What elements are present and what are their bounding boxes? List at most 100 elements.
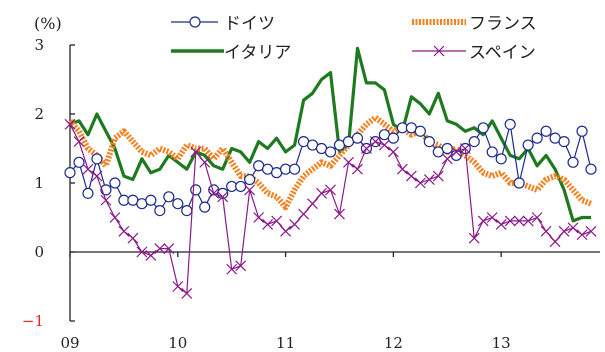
data-point-germany [190,184,202,196]
data-point-spain [100,194,112,206]
data-point-germany [477,122,489,134]
data-point-germany [109,177,121,189]
data-point-spain [199,156,211,168]
data-point-germany [64,167,76,179]
data-point-germany [235,180,247,193]
data-point-germany [154,205,166,217]
legend-label-germany: ドイツ [224,14,275,34]
y-tick-label: 1 [34,174,44,192]
data-point-spain [531,212,543,223]
data-point-germany [172,198,184,210]
series-line-italy [69,46,591,223]
data-point-germany [145,194,157,206]
y-unit-label: (%) [34,14,62,33]
data-point-spain [226,263,238,275]
x-tick-label: 12 [384,334,403,352]
series-italy [69,46,591,223]
y-tick-label: −1 [22,312,44,330]
data-point-spain [522,215,534,227]
data-point-germany [423,136,435,148]
legend: ドイツ フランス イタリア スペイン [171,14,537,63]
data-point-spain [585,225,597,237]
data-point-spain [361,143,372,154]
data-point-spain [181,287,193,299]
series-spain [64,118,597,299]
data-point-spain [325,184,336,196]
data-point-spain [468,232,480,244]
data-point-spain [262,218,274,230]
legend-item-spain: スペイン [412,43,536,63]
data-point-germany [576,125,588,137]
data-point-spain [432,170,444,182]
x-tick-label: 10 [168,334,187,352]
x-tick-label: 13 [492,334,511,352]
data-point-spain [145,250,157,261]
data-point-germany [540,125,552,137]
data-point-spain [253,212,265,223]
legend-x-marker-icon [433,45,445,57]
data-point-spain [540,225,552,237]
data-point-spain [172,281,184,292]
series-layer [64,46,597,299]
data-point-spain [405,170,417,182]
data-point-germany [558,136,570,148]
data-point-spain [244,184,256,196]
data-point-spain [423,174,435,185]
data-point-spain [343,156,354,168]
data-point-spain [486,212,498,223]
y-tick-label: 2 [34,105,44,123]
data-point-germany [504,118,516,130]
data-point-spain [495,218,507,230]
data-point-spain [567,222,579,234]
data-point-germany [73,156,85,168]
data-point-germany [82,187,94,199]
data-point-germany [513,177,525,189]
data-point-spain [280,225,292,237]
data-point-germany [495,153,507,165]
data-point-spain [136,246,148,258]
data-point-spain [208,187,220,199]
data-point-spain [289,218,301,230]
y-tick-label: 0 [34,243,44,261]
data-point-spain [163,243,175,254]
data-point-spain [414,177,426,189]
data-point-germany [181,205,193,217]
data-point-spain [576,229,588,241]
data-point-germany [387,132,399,144]
data-point-spain [378,139,390,151]
series-france [67,114,593,211]
data-point-germany [531,132,543,144]
data-point-germany [199,201,211,213]
series-line-france [67,114,593,211]
data-point-spain [450,146,462,158]
data-point-spain [316,187,327,199]
data-point-spain [82,163,94,175]
data-point-spain [459,143,471,154]
data-point-spain [298,208,309,220]
data-point-spain [127,232,139,244]
x-tick-label: 09 [60,334,79,352]
legend-label-spain: スペイン [469,43,536,63]
data-point-germany [414,125,426,137]
data-point-spain [307,198,318,210]
data-point-germany [441,142,453,155]
data-point-spain [369,136,381,148]
data-point-spain [504,215,516,227]
legend-label-italy: イタリア [224,43,291,63]
data-point-spain [271,215,283,227]
data-point-spain [91,170,103,182]
data-point-spain [73,136,85,148]
data-point-spain [387,146,399,158]
data-point-spain [396,163,408,175]
data-point-germany [91,153,103,165]
data-point-spain [513,215,525,227]
legend-label-france: フランス [469,14,537,34]
data-point-spain [118,225,130,237]
data-point-germany [288,163,301,175]
data-point-spain [109,212,121,223]
legend-item-france: フランス [412,14,537,34]
data-point-spain [558,225,570,237]
data-point-spain [352,163,363,175]
y-tick-label: 3 [34,36,44,54]
